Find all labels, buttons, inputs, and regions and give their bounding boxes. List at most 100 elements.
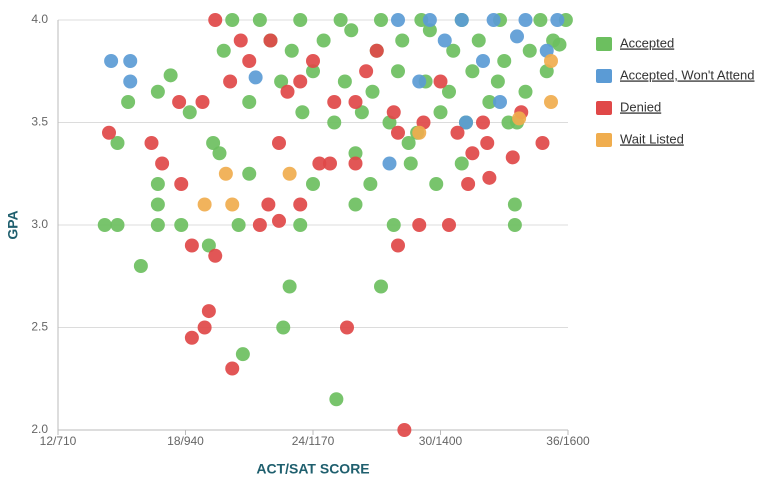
point xyxy=(218,166,233,181)
point xyxy=(150,84,165,99)
point xyxy=(102,125,116,140)
x-tick-label: 24/1170 xyxy=(292,434,335,448)
point xyxy=(522,43,537,58)
point xyxy=(223,74,238,89)
point xyxy=(231,218,246,232)
point xyxy=(225,13,240,27)
point xyxy=(465,146,480,161)
legend-swatch[interactable] xyxy=(596,37,612,51)
point xyxy=(174,218,189,232)
point xyxy=(150,177,165,191)
point xyxy=(442,84,456,99)
legend-label[interactable]: Accepted, Won't Attend xyxy=(620,67,755,82)
point xyxy=(225,197,240,212)
point xyxy=(295,105,310,120)
legend-swatch[interactable] xyxy=(596,133,612,147)
point xyxy=(437,33,452,48)
x-axis-title: ACT/SAT SCORE xyxy=(256,461,369,477)
point xyxy=(486,13,501,27)
point xyxy=(293,13,308,27)
legend-label[interactable]: Accepted xyxy=(620,35,674,50)
legend-label[interactable]: Denied xyxy=(620,99,661,114)
point xyxy=(348,156,363,171)
point xyxy=(544,54,558,68)
point xyxy=(401,136,416,150)
point xyxy=(150,197,165,212)
point xyxy=(446,43,461,58)
point xyxy=(172,95,187,109)
point xyxy=(391,238,405,253)
point xyxy=(201,304,216,319)
point xyxy=(97,218,112,232)
point xyxy=(163,68,178,83)
point xyxy=(174,177,189,191)
x-tick-label: 12/710 xyxy=(40,434,77,448)
point xyxy=(550,13,565,27)
point xyxy=(433,105,448,120)
point xyxy=(363,177,378,191)
point xyxy=(184,238,199,253)
y-tick-label: 4.0 xyxy=(31,12,48,26)
point xyxy=(429,177,444,191)
point xyxy=(242,166,257,181)
point xyxy=(397,423,412,437)
point xyxy=(403,156,418,171)
point xyxy=(348,197,363,212)
point xyxy=(104,54,119,68)
point xyxy=(512,111,527,126)
point xyxy=(354,105,369,120)
point xyxy=(337,74,352,89)
point xyxy=(197,320,212,335)
point xyxy=(123,54,138,68)
point xyxy=(212,146,227,161)
point xyxy=(382,156,397,171)
point xyxy=(471,33,486,48)
point xyxy=(110,218,125,232)
point xyxy=(261,197,276,212)
point xyxy=(505,150,520,165)
point xyxy=(348,95,363,109)
point xyxy=(461,177,476,191)
point xyxy=(293,218,308,232)
point xyxy=(242,95,257,109)
legend-swatch[interactable] xyxy=(596,101,612,115)
legend-label[interactable]: Wait Listed xyxy=(620,131,684,146)
point xyxy=(518,84,533,99)
point xyxy=(422,23,437,38)
point xyxy=(412,218,427,232)
y-axis-title: GPA xyxy=(5,210,21,239)
point xyxy=(184,330,199,345)
point xyxy=(235,347,250,362)
legend-swatch[interactable] xyxy=(596,69,612,83)
point xyxy=(323,156,337,171)
point xyxy=(454,13,469,27)
point xyxy=(201,238,216,253)
point xyxy=(216,43,231,58)
point xyxy=(510,29,524,44)
point xyxy=(306,177,320,191)
point xyxy=(507,197,522,212)
point xyxy=(121,95,136,109)
point xyxy=(293,197,308,212)
point xyxy=(374,279,388,294)
point xyxy=(206,136,221,150)
point xyxy=(480,136,495,150)
point xyxy=(329,392,344,407)
point xyxy=(465,64,480,79)
point xyxy=(208,13,223,27)
point xyxy=(391,64,405,79)
y-tick-label: 2.5 xyxy=(31,320,48,334)
point xyxy=(348,146,363,161)
point xyxy=(252,218,267,232)
point xyxy=(333,13,348,27)
point xyxy=(395,33,410,48)
point xyxy=(280,84,295,99)
point xyxy=(490,74,505,89)
y-tick-label: 2.0 xyxy=(31,422,48,436)
point xyxy=(242,54,257,68)
point xyxy=(412,125,427,140)
point xyxy=(533,13,548,27)
point xyxy=(391,13,405,27)
point xyxy=(442,218,456,232)
